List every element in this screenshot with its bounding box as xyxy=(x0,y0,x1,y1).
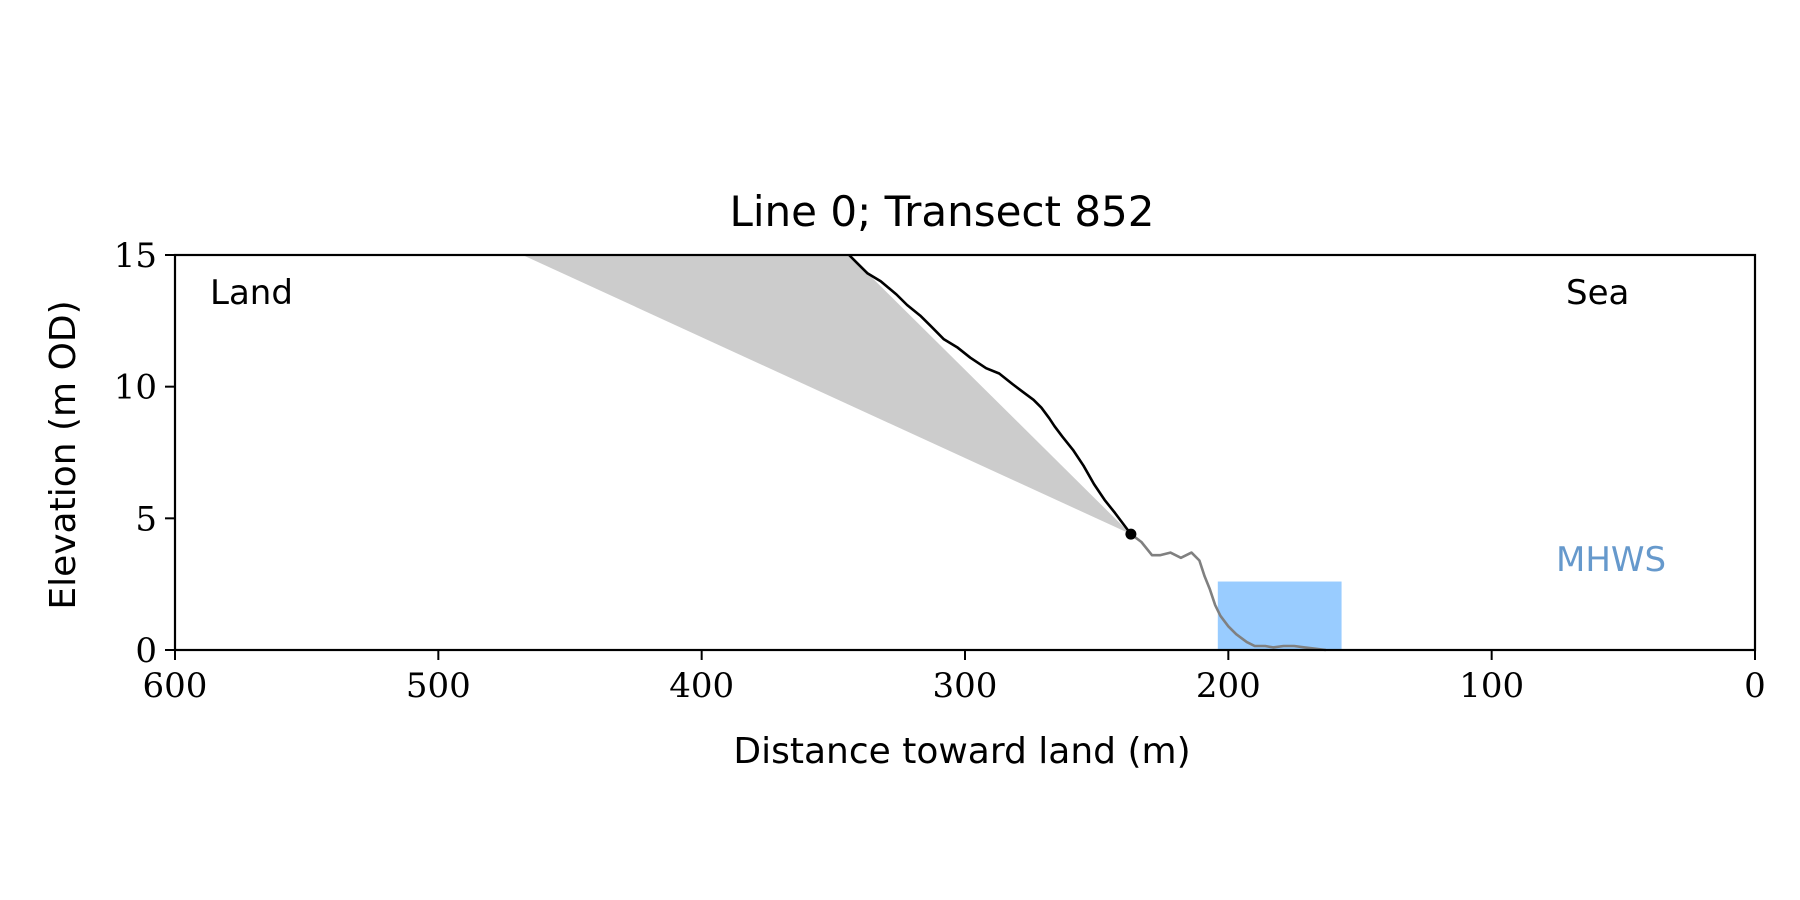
fill-layer xyxy=(522,255,1342,650)
line-layer xyxy=(848,254,1326,652)
x-tick-label: 100 xyxy=(1459,666,1524,706)
x-tick-label: 600 xyxy=(143,666,208,706)
y-tick-label: 5 xyxy=(135,499,157,539)
x-axis-label: Distance toward land (m) xyxy=(733,731,1190,772)
ticks-layer: 600 500 400 300 200 100 0 0 5 10 15 xyxy=(114,236,1766,706)
mhws-box xyxy=(1217,581,1342,650)
x-tick-label: 300 xyxy=(933,666,998,706)
cliff-toe-marker xyxy=(1125,528,1137,540)
land-annotation: Land xyxy=(210,273,293,313)
shaded-region xyxy=(522,255,1131,535)
y-tick-label: 0 xyxy=(135,631,157,671)
x-tick-label: 500 xyxy=(406,666,471,706)
x-tick-label: 200 xyxy=(1196,666,1261,706)
y-axis-label: Elevation (m OD) xyxy=(43,300,84,609)
mhws-annotation: MHWS xyxy=(1556,540,1666,580)
y-tick-label: 10 xyxy=(114,368,157,408)
x-tick-label: 0 xyxy=(1744,666,1766,706)
chart-title: Line 0; Transect 852 xyxy=(729,187,1154,236)
sea-annotation: Sea xyxy=(1566,273,1629,313)
y-tick-label: 15 xyxy=(114,236,157,276)
cliff-profile-line xyxy=(848,254,1132,535)
beach-profile-line xyxy=(1130,533,1326,652)
x-tick-label: 400 xyxy=(669,666,734,706)
